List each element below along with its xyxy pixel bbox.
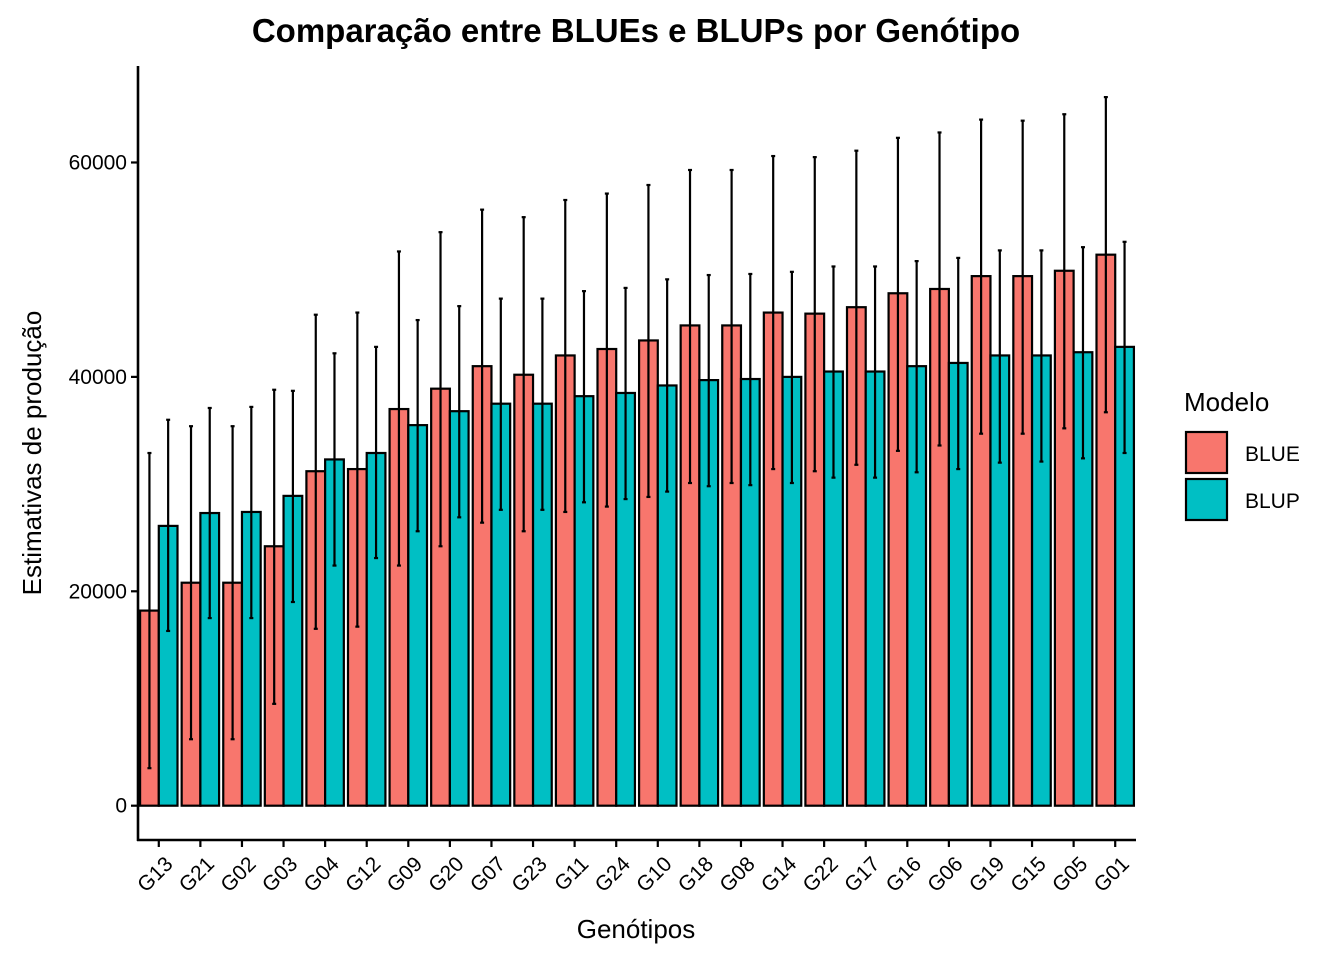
error-bar-blup-g10 bbox=[665, 278, 670, 493]
legend-swatch-blue bbox=[1184, 430, 1229, 475]
error-bar-blue-g12 bbox=[355, 311, 360, 628]
x-tick-label: G23 bbox=[507, 852, 551, 896]
legend: Modelo BLUE BLUP bbox=[1184, 387, 1300, 522]
error-bar-blue-g02 bbox=[230, 425, 235, 741]
error-bar-blup-g06 bbox=[956, 256, 961, 471]
error-bar-blup-g02 bbox=[249, 405, 254, 620]
error-bars-layer bbox=[147, 95, 1127, 770]
legend-swatch-blup bbox=[1184, 477, 1229, 522]
x-tick-label: G07 bbox=[466, 852, 510, 896]
error-bar-blue-g22 bbox=[812, 156, 817, 473]
error-bar-blup-g08 bbox=[748, 272, 753, 487]
error-bar-blue-g16 bbox=[895, 136, 900, 452]
x-tick-label: G11 bbox=[550, 852, 593, 895]
legend-title: Modelo bbox=[1184, 387, 1269, 417]
error-bar-blup-g13 bbox=[166, 418, 171, 633]
error-bar-blup-g03 bbox=[290, 389, 295, 604]
y-axis: 0 20000 40000 60000 bbox=[69, 66, 140, 841]
error-bar-blup-g21 bbox=[207, 406, 212, 620]
error-bar-blue-g10 bbox=[646, 183, 651, 499]
x-tick-label: G13 bbox=[133, 852, 177, 896]
legend-label-blue: BLUE bbox=[1245, 443, 1300, 466]
error-bar-blup-g14 bbox=[789, 270, 794, 485]
error-bar-blup-g12 bbox=[374, 345, 379, 560]
x-tick-label: G04 bbox=[300, 852, 345, 897]
error-bar-blue-g04 bbox=[313, 313, 318, 630]
error-bar-blue-g07 bbox=[480, 208, 485, 524]
x-tick-label: G01 bbox=[1090, 852, 1134, 896]
x-tick-label: G24 bbox=[591, 852, 636, 897]
x-tick-label: G14 bbox=[757, 852, 802, 897]
error-bar-blue-g19 bbox=[979, 118, 984, 435]
error-bar-blue-g14 bbox=[771, 154, 776, 471]
bars-layer bbox=[138, 253, 1136, 807]
x-tick-label: G19 bbox=[965, 852, 1009, 896]
x-tick-label: G08 bbox=[715, 852, 759, 896]
x-tick-label: G02 bbox=[216, 852, 260, 896]
error-bar-blup-g24 bbox=[623, 286, 628, 501]
y-axis-title: Estimativas de produção bbox=[17, 311, 47, 596]
error-bar-blue-g23 bbox=[521, 216, 526, 533]
error-bar-blup-g17 bbox=[873, 265, 878, 479]
x-tick-label: G15 bbox=[1006, 852, 1050, 896]
error-bar-blue-g20 bbox=[438, 231, 443, 548]
legend-label-blup: BLUP bbox=[1245, 490, 1300, 513]
error-bar-blue-g17 bbox=[854, 149, 859, 466]
error-bar-blue-g03 bbox=[272, 388, 277, 705]
y-tick-label: 60000 bbox=[69, 151, 127, 174]
x-tick-label: G21 bbox=[175, 852, 219, 896]
error-bar-blup-g04 bbox=[332, 352, 337, 567]
x-tick-label: G20 bbox=[424, 852, 468, 896]
error-bar-blue-g13 bbox=[147, 451, 152, 770]
error-bar-blup-g15 bbox=[1039, 249, 1044, 463]
error-bar-blup-g20 bbox=[457, 305, 462, 519]
error-bar-blup-g19 bbox=[997, 249, 1002, 464]
error-bar-blue-g01 bbox=[1103, 95, 1108, 414]
y-tick-label: 20000 bbox=[69, 580, 127, 603]
x-tick-label: G03 bbox=[258, 852, 302, 896]
x-tick-label: G10 bbox=[632, 852, 676, 896]
error-bar-blue-g08 bbox=[729, 168, 734, 485]
error-bar-blue-g06 bbox=[937, 131, 942, 447]
x-tick-label: G12 bbox=[341, 852, 385, 896]
x-tick-label: G16 bbox=[882, 852, 926, 896]
error-bar-blue-g15 bbox=[1020, 119, 1025, 435]
x-tick-label: G06 bbox=[923, 852, 967, 896]
error-bar-blup-g01 bbox=[1122, 240, 1127, 455]
x-tick-label: G18 bbox=[674, 852, 718, 896]
legend-item-blup: BLUP bbox=[1184, 477, 1300, 522]
error-bar-blup-g07 bbox=[498, 297, 503, 511]
legend-item-blue: BLUE bbox=[1184, 430, 1300, 475]
x-tick-label: G09 bbox=[383, 852, 427, 896]
error-bar-blup-g16 bbox=[914, 260, 919, 474]
error-bar-blue-g11 bbox=[563, 198, 568, 514]
error-bar-blup-g22 bbox=[831, 265, 836, 479]
y-tick-label: 0 bbox=[115, 795, 127, 818]
error-bar-blue-g24 bbox=[604, 192, 609, 508]
y-tick-label: 40000 bbox=[69, 366, 127, 389]
error-bar-blup-g05 bbox=[1080, 246, 1085, 460]
x-axis: G13G21G02G03G04G12G09G20G07G23G11G24G10G… bbox=[133, 838, 1136, 897]
error-bar-blue-g18 bbox=[688, 168, 693, 485]
x-tick-label: G05 bbox=[1048, 852, 1092, 896]
error-bar-blup-g23 bbox=[540, 297, 545, 511]
x-tick-label: G22 bbox=[799, 852, 843, 896]
error-bar-blup-g09 bbox=[415, 318, 420, 533]
error-bar-blue-g05 bbox=[1062, 113, 1067, 430]
error-bar-blup-g18 bbox=[706, 273, 711, 488]
error-bar-blup-g11 bbox=[581, 290, 586, 504]
x-tick-label: G17 bbox=[840, 852, 884, 896]
error-bar-blue-g09 bbox=[396, 250, 401, 567]
error-bar-blue-g21 bbox=[189, 425, 194, 741]
chart-title: Comparação entre BLUEs e BLUPs por Genót… bbox=[252, 12, 1020, 49]
x-axis-title: Genótipos bbox=[577, 914, 696, 944]
